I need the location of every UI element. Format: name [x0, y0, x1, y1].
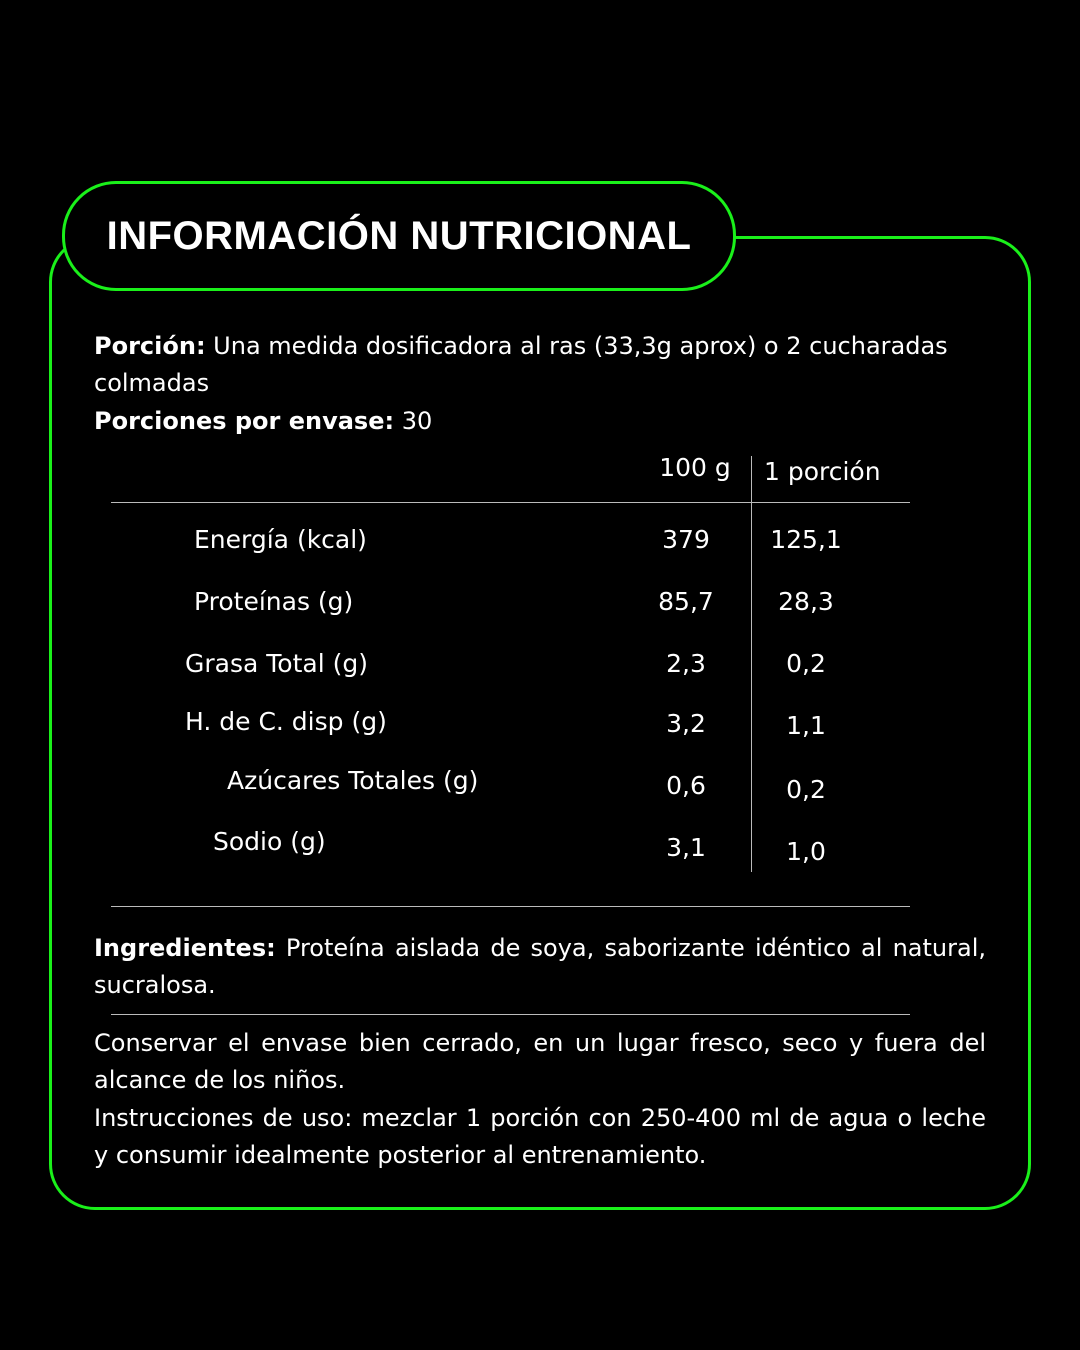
value-portion: 28,3: [778, 587, 834, 616]
value-100g: 379: [662, 525, 710, 554]
portion-value: Una medida dosificadora al ras (33,3g ap…: [94, 332, 948, 397]
instructions-text: Instrucciones de uso: mezclar 1 porción …: [94, 1104, 986, 1169]
ingredients-text: Ingredientes: Proteína aislada de soya, …: [94, 930, 986, 1004]
portion-label: Porción:: [94, 332, 206, 360]
nutrient-name: Proteínas (g): [194, 587, 354, 616]
portion-text: Porción: Una medida dosificadora al ras …: [94, 328, 986, 402]
value-portion: 0,2: [786, 775, 826, 804]
ingredients-value: Proteína aislada de soya, saborizante id…: [94, 934, 986, 999]
title-badge: INFORMACIÓN NUTRICIONAL: [62, 181, 736, 291]
nutrient-name: H. de C. disp (g): [185, 707, 387, 736]
value-100g: 85,7: [658, 587, 714, 616]
value-100g: 0,6: [666, 771, 706, 800]
nutrient-name: Sodio (g): [213, 827, 326, 856]
nutrient-name: Azúcares Totales (g): [227, 766, 479, 795]
servings-label: Porciones por envase:: [94, 407, 395, 435]
servings-value: 30: [394, 407, 433, 435]
header-portion: 1 porción: [764, 457, 881, 486]
value-100g: 2,3: [666, 649, 706, 678]
value-100g: 3,1: [666, 833, 706, 862]
column-divider: [751, 456, 752, 872]
header-100g: 100 g: [659, 453, 731, 482]
page-title: INFORMACIÓN NUTRICIONAL: [106, 213, 692, 258]
table-bottom-divider: [111, 906, 910, 907]
nutrient-name: Grasa Total (g): [185, 649, 368, 678]
header-divider: [111, 502, 910, 503]
ingredients-divider: [111, 1014, 910, 1015]
value-portion: 125,1: [770, 525, 842, 554]
value-portion: 1,0: [786, 837, 826, 866]
nutrient-name: Energía (kcal): [194, 525, 367, 554]
ingredients-label: Ingredientes:: [94, 934, 276, 962]
value-100g: 3,2: [666, 709, 706, 738]
value-portion: 1,1: [786, 711, 826, 740]
storage-text: Conservar el envase bien cerrado, en un …: [94, 1029, 986, 1094]
value-portion: 0,2: [786, 649, 826, 678]
servings-text: Porciones por envase: 30: [94, 403, 986, 440]
